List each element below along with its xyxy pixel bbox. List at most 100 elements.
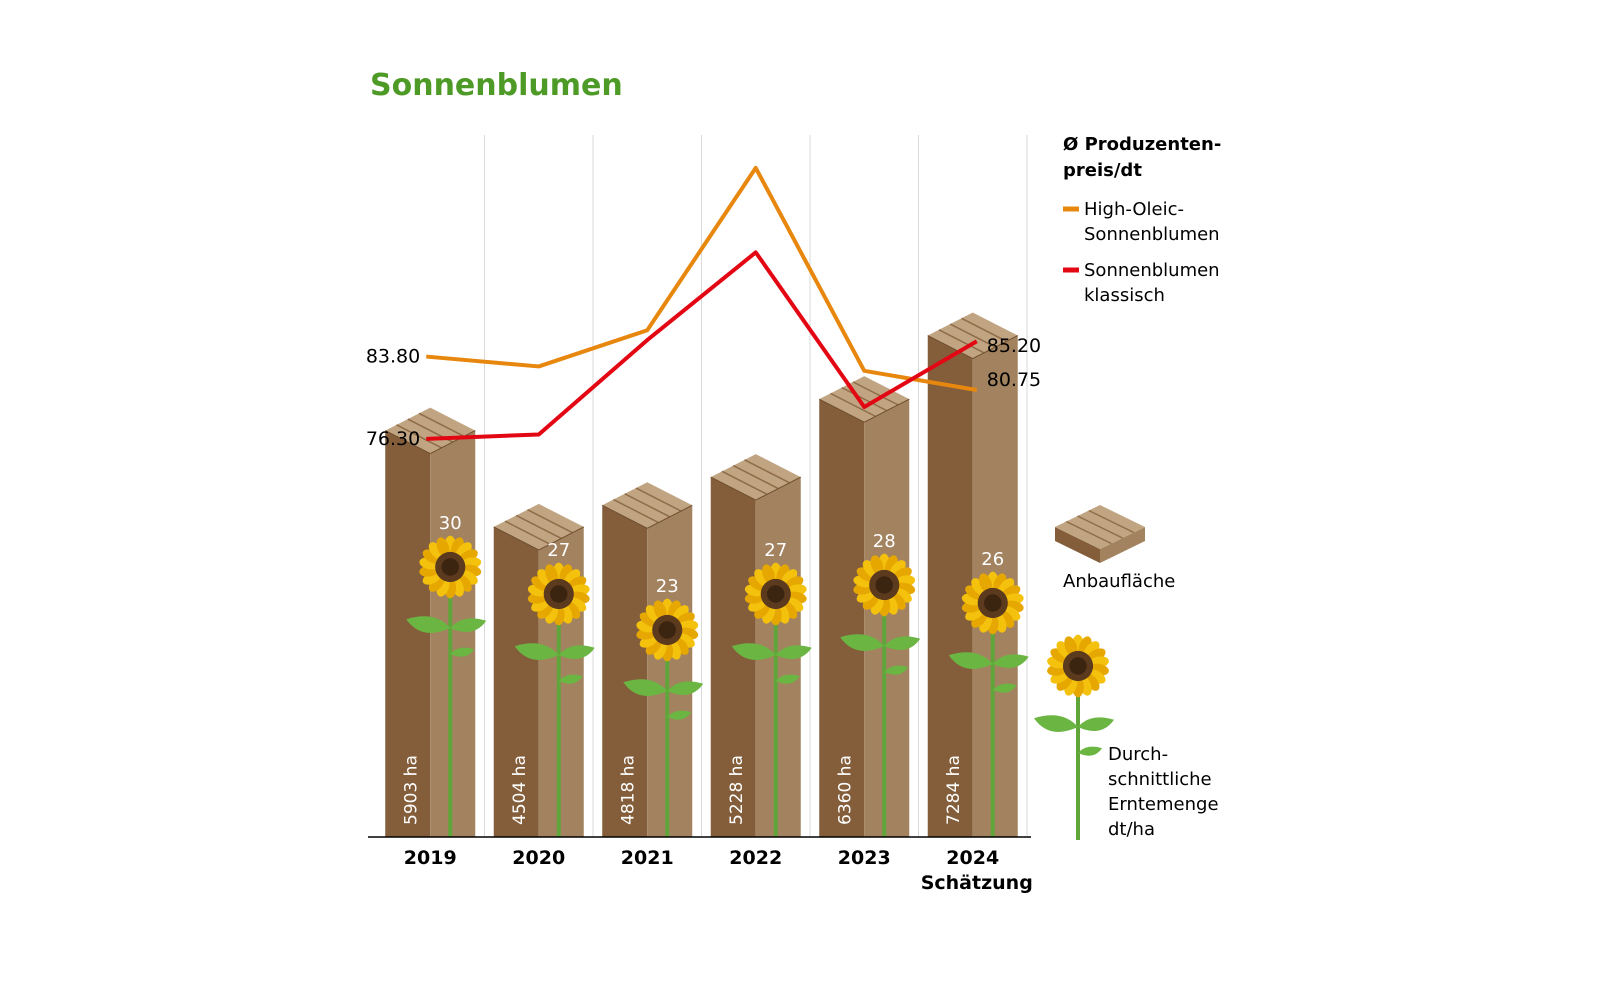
- sunflower-petal: [436, 537, 450, 558]
- bar-2021: 4818 ha: [602, 482, 693, 837]
- legend: Ø Produzenten- preis/dt High-Oleic- Sonn…: [1034, 134, 1221, 840]
- sunflower-petal: [653, 600, 667, 621]
- sunflower-leaf: [948, 652, 993, 669]
- sunflower-center-core: [441, 558, 459, 576]
- bar-top-plank: [396, 424, 442, 449]
- bar-side-face: [647, 505, 693, 837]
- yield-value-label: 28: [873, 531, 896, 552]
- bar-front-face: [602, 505, 648, 837]
- bar-top-plank: [721, 470, 768, 495]
- legend-area-icon: [1055, 505, 1145, 563]
- sunflower-leaf: [884, 665, 909, 675]
- x-tick-label: 2021: [621, 847, 674, 869]
- sunflower-leaf: [1078, 746, 1102, 756]
- price-end-label: 80.75: [987, 369, 1041, 391]
- legend-area-label: Anbaufläche: [1063, 571, 1175, 592]
- bar-top-plank: [938, 329, 985, 354]
- bar-top-edge: [972, 335, 1018, 359]
- sunflower-leaf: [623, 679, 668, 696]
- legend-box-side: [1100, 527, 1145, 563]
- sunflower-leaf: [667, 710, 692, 720]
- x-tick-label: 2024: [946, 847, 999, 869]
- legend-box-front: [1055, 527, 1100, 563]
- bar-top-plank: [624, 493, 671, 518]
- legend-klassisch-line1: Sonnenblumen: [1084, 260, 1220, 281]
- sunflower-leaf: [667, 681, 704, 696]
- bar-top-edge: [430, 430, 476, 455]
- sunflower-center-core: [875, 576, 893, 594]
- bar-top-edge: [755, 476, 801, 501]
- bar-2019: 5903 ha: [385, 407, 476, 837]
- bar-top-edge: [864, 398, 910, 423]
- sunflower-petal: [979, 573, 993, 594]
- sunflower-2020: [514, 562, 595, 837]
- bar-side-face: [430, 430, 476, 837]
- sunflower-center-core: [767, 585, 785, 603]
- yield-value-label: 26: [981, 549, 1004, 570]
- yield-value-label: 23: [656, 576, 679, 597]
- bar-2024: 7284 ha: [927, 312, 1018, 837]
- sunflower-center-core: [658, 621, 676, 639]
- bar-value-label: 4504 ha: [510, 755, 530, 825]
- sunflower-center-core: [984, 594, 1002, 612]
- bar-top-edge: [647, 504, 693, 529]
- chart-title: Sonnenblumen: [370, 68, 623, 103]
- bar-top-plank: [841, 386, 888, 412]
- bar-value-label: 5228 ha: [727, 755, 747, 825]
- bar-top-edge: [602, 504, 648, 529]
- legend-box-plank: [1088, 509, 1135, 534]
- sunflower-petal: [545, 564, 559, 585]
- x-tick-sublabel: Schätzung: [921, 872, 1033, 894]
- x-tick-label: 2020: [512, 847, 565, 869]
- bar-top-plank: [635, 487, 682, 512]
- bar-top-plank: [504, 520, 551, 545]
- bar-front-face: [385, 430, 431, 837]
- sunflower-center-core: [1069, 657, 1087, 675]
- legend-yield-line3: Erntemenge: [1108, 794, 1219, 815]
- legend-sunflower: [1034, 634, 1114, 840]
- yield-value-label: 27: [547, 540, 570, 561]
- price-line-klassisch: [426, 250, 978, 441]
- lines-layer: 83.80 80.75 76.30 85.20: [366, 165, 1041, 450]
- bar-top-edge: [819, 398, 865, 423]
- legend-title-line1: Ø Produzenten-: [1063, 134, 1221, 155]
- sunflower-leaf: [731, 643, 776, 660]
- bar-top-plank: [418, 412, 465, 438]
- bar-2023: 6360 ha: [819, 376, 910, 837]
- sunflower-petal: [1064, 636, 1078, 657]
- legend-box-plank: [1077, 515, 1123, 539]
- bar-top-plank: [852, 381, 899, 406]
- sunflower-2022: [731, 562, 812, 837]
- sunflower-petal: [762, 564, 776, 585]
- sunflower-center-core: [550, 585, 568, 603]
- legend-high-oleic-line1: High-Oleic-: [1084, 199, 1184, 220]
- legend-high-oleic-line2: Sonnenblumen: [1084, 224, 1220, 245]
- sunflower-leaf: [992, 654, 1029, 669]
- sunflower-leaf: [992, 683, 1017, 693]
- price-end-label: 85.20: [987, 335, 1041, 357]
- legend-yield-line2: schnittliche: [1108, 769, 1212, 790]
- legend-box-plank: [1065, 520, 1112, 545]
- bar-top-plank: [527, 508, 573, 534]
- bar-top-edge: [538, 526, 584, 551]
- bar-top-plank: [830, 392, 876, 418]
- bar-top-plank: [613, 498, 659, 524]
- axis-layer: 2019 2020 2021 2022 2023 2024 Schätzung: [368, 836, 1033, 894]
- sunflower-leaf: [1078, 717, 1114, 732]
- sunflower-leaf: [1034, 715, 1078, 732]
- sunflower-2023: [840, 553, 921, 837]
- bar-top-plank: [744, 459, 790, 484]
- bar-top-edge: [385, 430, 431, 455]
- bar-top-edge: [493, 526, 539, 551]
- bar-front-face: [819, 399, 865, 837]
- yield-value-label: 27: [764, 540, 787, 561]
- sunflower-leaf: [450, 618, 487, 633]
- sunflower-leaf: [558, 674, 583, 684]
- sunflower-2024: [948, 571, 1029, 837]
- bar-2020: 4504 ha: [493, 503, 584, 837]
- sunflower-2019: [406, 535, 487, 837]
- x-tick-label: 2023: [838, 847, 891, 869]
- legend-sunflower-icon: [1034, 634, 1114, 840]
- bar-value-label: 7284 ha: [944, 755, 964, 825]
